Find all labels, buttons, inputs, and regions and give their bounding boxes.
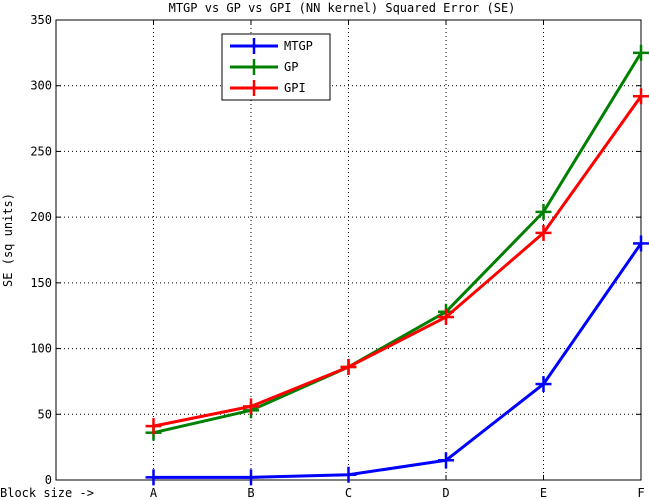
legend-label: GP: [284, 60, 298, 74]
point-gp: [633, 44, 649, 61]
y-tick-label: 150: [30, 276, 52, 290]
y-tick-label: 100: [30, 342, 52, 356]
point-mtgp: [145, 469, 162, 486]
x-tick-label: C: [345, 486, 352, 500]
y-tick-label: 250: [30, 144, 52, 158]
chart-title: MTGP vs GP vs GPI (NN kernel) Squared Er…: [169, 1, 516, 15]
series-line-gpi: [153, 95, 643, 428]
series-mtgp: [145, 235, 649, 486]
legend-item-gp: GP: [230, 59, 298, 75]
y-tick-label: 200: [30, 210, 52, 224]
point-mtgp: [438, 452, 454, 469]
y-tick-label: 350: [30, 13, 52, 27]
point-gpi: [145, 418, 162, 435]
series-gpi: [145, 88, 649, 435]
x-tick-label: A: [150, 486, 158, 500]
point-gpi: [633, 88, 649, 105]
legend-item-gpi: GPI: [230, 80, 306, 96]
x-tick-label: F: [637, 486, 644, 500]
series-line-mtgp: [153, 242, 643, 479]
y-tick-labels: 0 50 100 150 200 250 300 350: [30, 13, 52, 487]
y-tick-label: 300: [30, 79, 52, 93]
point-mtgp: [633, 235, 649, 252]
plot-frame: [55, 19, 642, 481]
y-tick-label: 0: [45, 473, 52, 487]
point-gpi: [438, 309, 454, 326]
y-tick-label: 50: [38, 407, 52, 421]
x-tick-label: D: [442, 486, 449, 500]
x-tick-label: E: [540, 486, 547, 500]
point-gpi: [340, 358, 357, 375]
x-axis-label: Block size ->: [0, 486, 94, 500]
series-gp: [145, 44, 649, 441]
legend: MTGP GP GPI: [221, 33, 331, 101]
point-mtgp: [535, 376, 552, 393]
point-gpi: [243, 398, 259, 415]
point-mtgp: [243, 469, 259, 486]
series-line-gp: [153, 52, 643, 435]
point-gp: [535, 203, 552, 220]
legend-item-mtgp: MTGP: [230, 38, 313, 54]
series-layer: [145, 44, 649, 486]
x-tick-labels: A B C D E F: [150, 486, 645, 500]
point-gpi: [535, 224, 552, 241]
legend-label: MTGP: [284, 39, 313, 53]
legend-label: GPI: [284, 81, 306, 95]
grid-lines: [56, 20, 641, 480]
point-mtgp: [340, 466, 357, 483]
axis-ticks: [56, 19, 642, 481]
y-axis-label: SE (sq units): [1, 193, 15, 287]
x-tick-label: B: [247, 486, 254, 500]
